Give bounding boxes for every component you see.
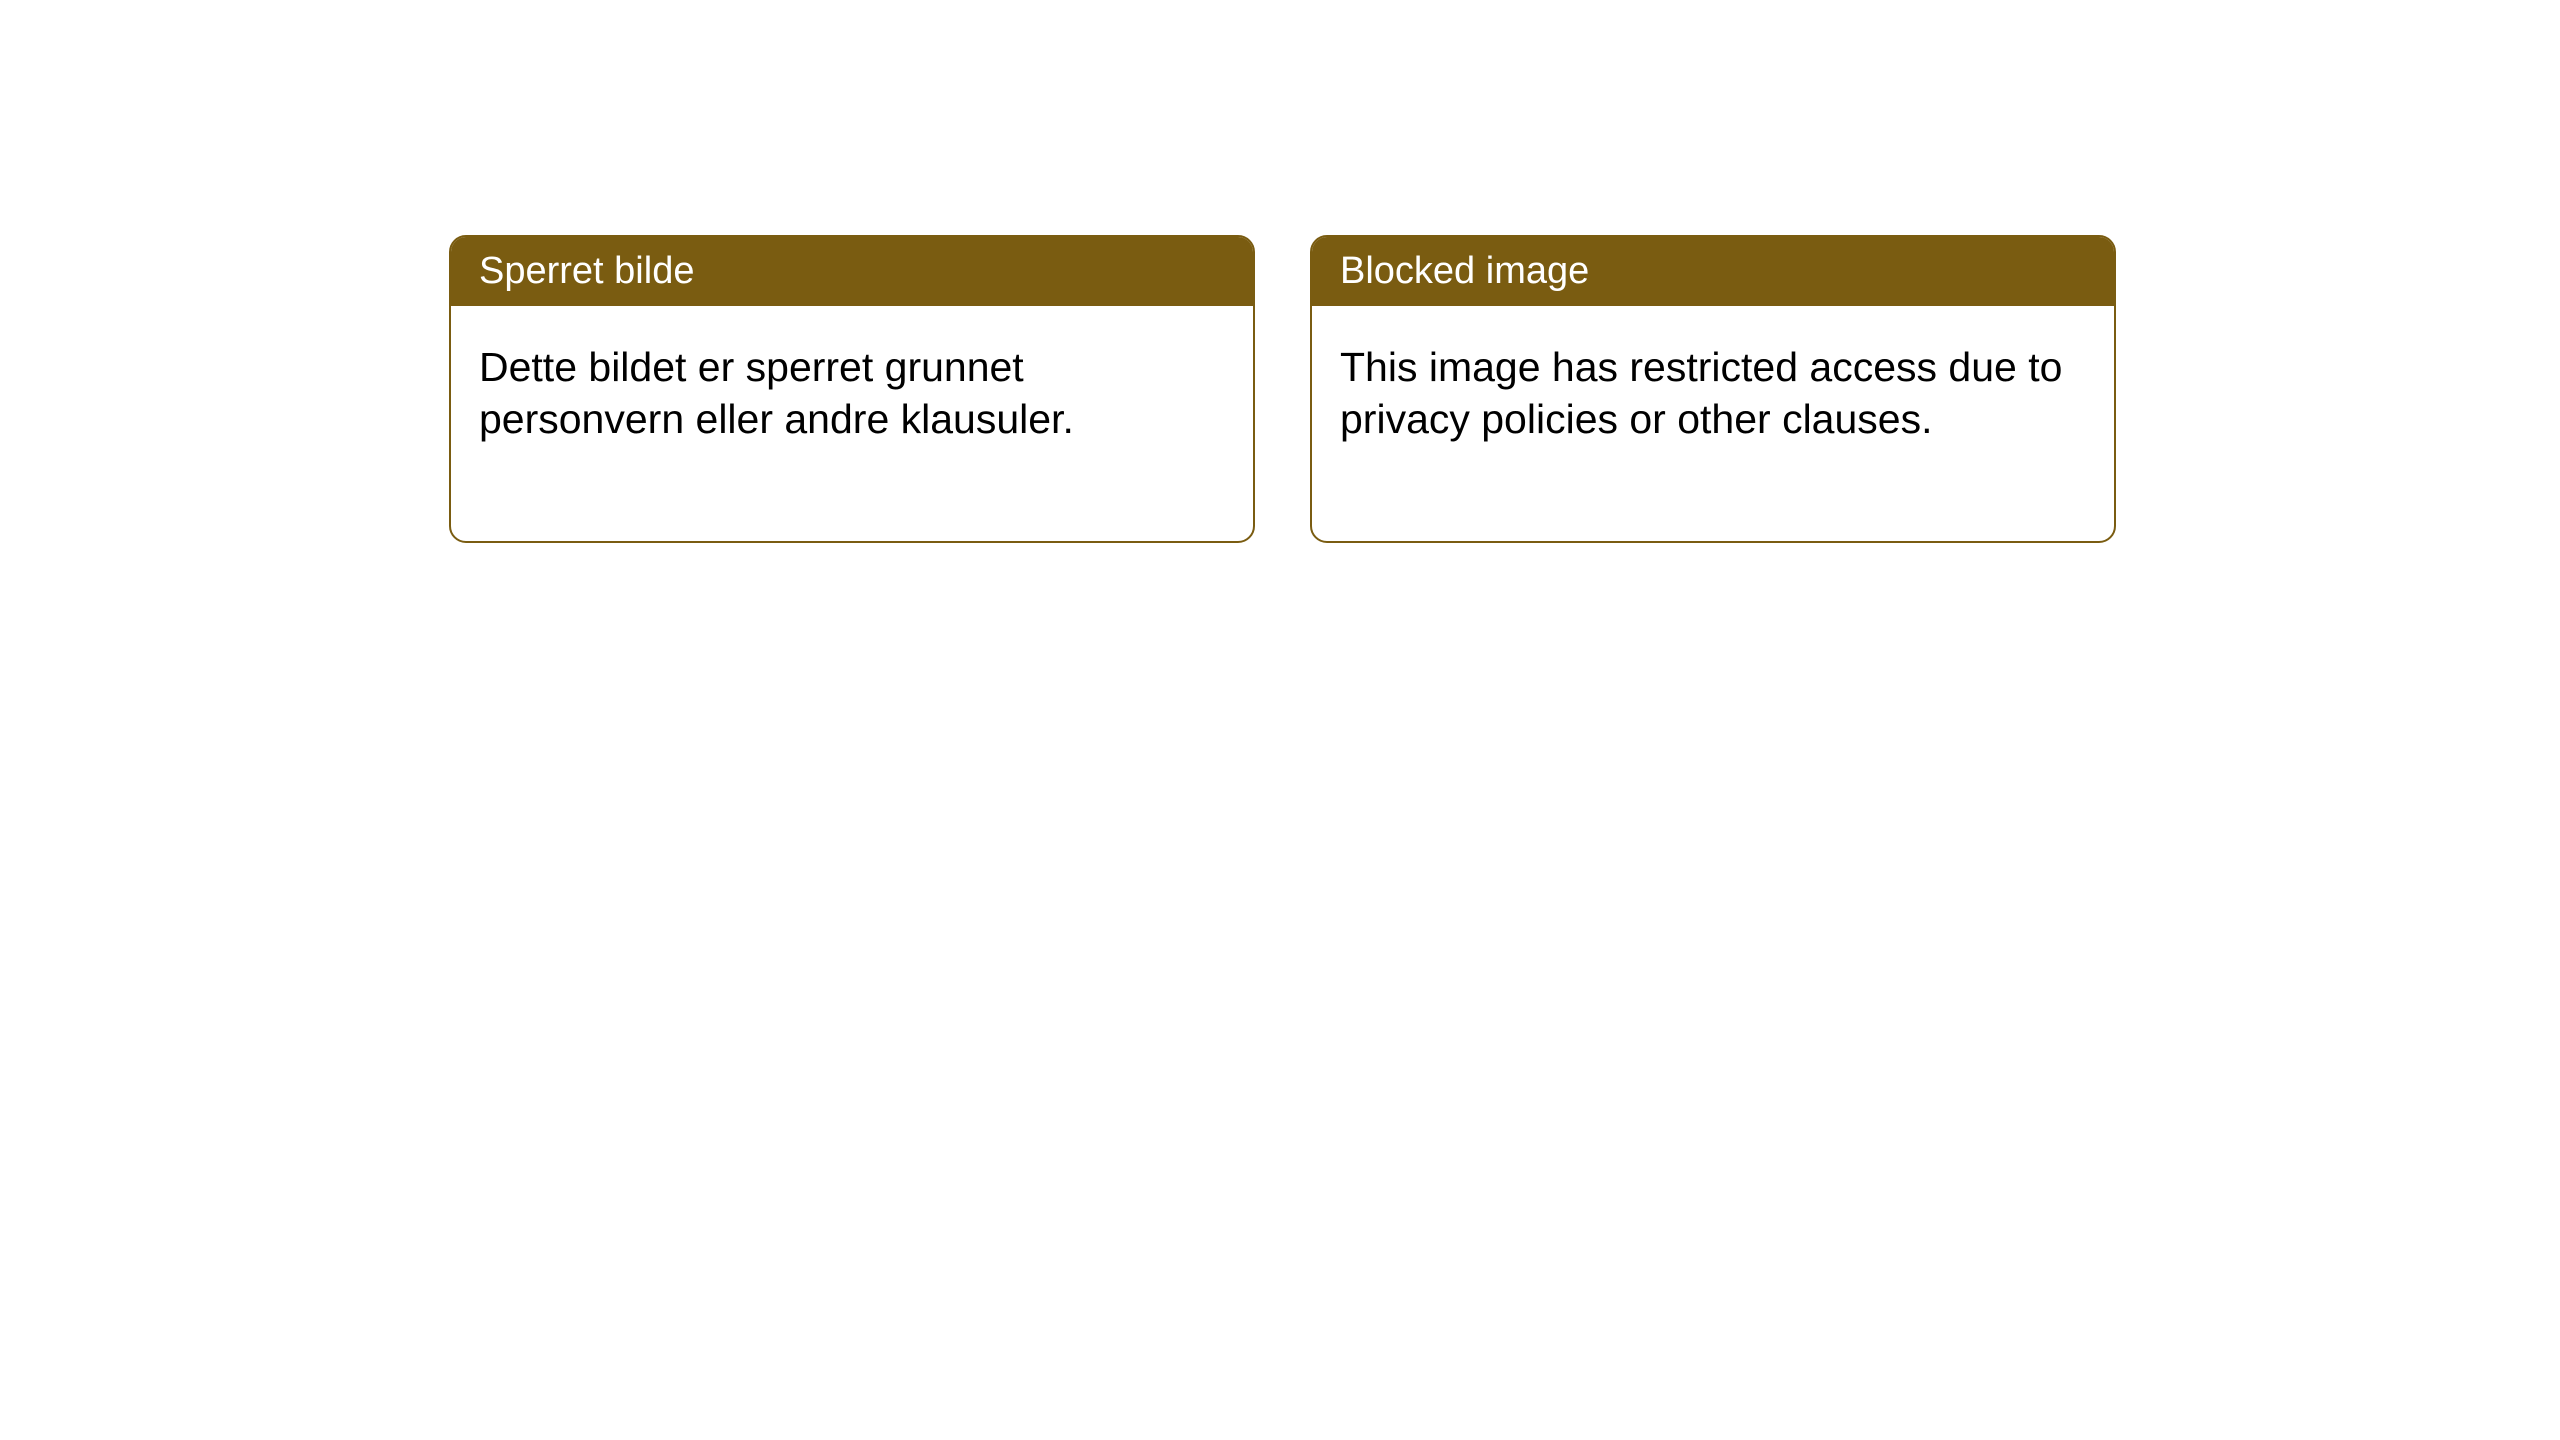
cards-container: Sperret bilde Dette bildet er sperret gr… — [449, 235, 2116, 543]
card-header-norwegian: Sperret bilde — [451, 237, 1253, 306]
card-header-english: Blocked image — [1312, 237, 2114, 306]
card-english: Blocked image This image has restricted … — [1310, 235, 2116, 543]
card-body-norwegian: Dette bildet er sperret grunnet personve… — [451, 306, 1253, 541]
card-body-english: This image has restricted access due to … — [1312, 306, 2114, 541]
card-norwegian: Sperret bilde Dette bildet er sperret gr… — [449, 235, 1255, 543]
